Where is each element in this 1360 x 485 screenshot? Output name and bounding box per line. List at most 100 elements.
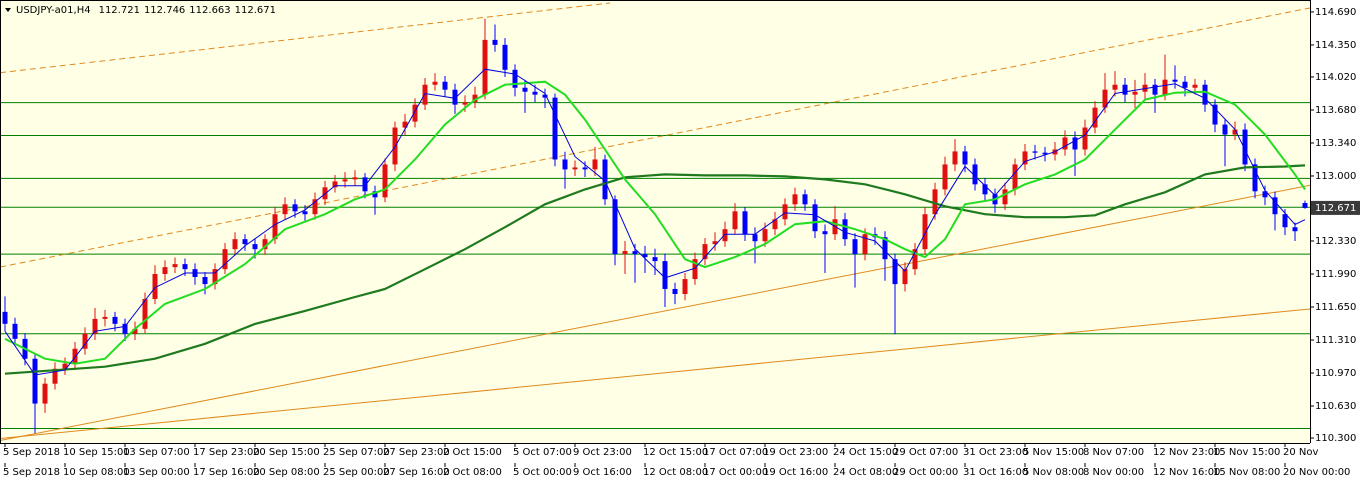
x-tick-label: 17 Oct 00:00 [703, 467, 768, 478]
y-tick-label: 111.310 [1315, 335, 1356, 346]
y-tick-label: 110.970 [1315, 368, 1356, 379]
trendline [0, 2, 611, 74]
x-tick-label: 31 Oct 23:00 [963, 447, 1028, 458]
candle-body [72, 348, 78, 364]
candle-body [772, 219, 778, 230]
candle-body [272, 214, 278, 240]
y-tick-label: 114.690 [1315, 7, 1356, 18]
candle-body [882, 237, 888, 260]
candle-body [592, 159, 598, 170]
x-tick-label: 10 Sep 08:00 [63, 467, 130, 478]
candle-body [112, 316, 118, 324]
candle-body [622, 251, 628, 255]
x-tick-label: 9 Oct 23:00 [573, 447, 632, 458]
ohlc-open: 112.721 [99, 5, 140, 16]
x-tick-label: 9 Oct 16:00 [573, 467, 632, 478]
candle-body [252, 244, 258, 250]
candle-body [52, 368, 58, 384]
candle-body [962, 151, 968, 165]
candle-body [842, 219, 848, 240]
candle-body [1212, 104, 1218, 125]
moving-average [4, 164, 1306, 375]
candle-body [532, 91, 538, 95]
x-tick-label: 10 Sep 15:00 [63, 447, 130, 458]
candle-body [802, 194, 808, 205]
moving-average [4, 80, 1306, 365]
candle-body [712, 241, 718, 245]
y-tick-label: 110.300 [1315, 433, 1356, 444]
candle-body [982, 184, 988, 195]
candle-body [1232, 129, 1238, 135]
candle-body [462, 102, 468, 105]
candle-body [1242, 129, 1248, 165]
candle-body [142, 298, 148, 329]
candle-body [1082, 127, 1088, 150]
candle-body [652, 257, 658, 262]
candle-body [892, 259, 898, 285]
candle-body [1132, 91, 1138, 95]
candle-body [522, 87, 528, 92]
candle-body [632, 251, 638, 255]
x-tick-label: 20 Sep 08:00 [253, 467, 320, 478]
candle-body [342, 179, 348, 182]
candle-body [792, 194, 798, 205]
candle-body [692, 259, 698, 280]
candle-body [1192, 84, 1198, 88]
x-tick-label: 15 Nov 15:00 [1213, 447, 1280, 458]
symbol-title: USDJPY-a01,H4 [16, 5, 91, 16]
plot-background [0, 0, 1310, 443]
candle-body [182, 264, 188, 270]
x-tick-label: 20 Sep 15:00 [253, 447, 320, 458]
candle-body [972, 164, 978, 185]
ohlc-low: 112.663 [189, 5, 230, 16]
x-tick-label: 12 Nov 16:00 [1153, 467, 1220, 478]
x-tick-label: 15 Nov 08:00 [1213, 467, 1280, 478]
candle-body [442, 81, 448, 90]
candle-body [732, 211, 738, 230]
candle-body [1112, 84, 1118, 90]
ohlc-high: 112.746 [144, 5, 185, 16]
candle-body [1022, 151, 1028, 165]
x-tick-label: 17 Oct 07:00 [703, 447, 768, 458]
candle-body [282, 204, 288, 215]
x-tick-label: 5 Nov 15:00 [1023, 447, 1084, 458]
candle-body [122, 323, 128, 334]
x-tick-label: 25 Sep 00:00 [323, 467, 390, 478]
x-tick-label: 29 Oct 00:00 [893, 467, 958, 478]
x-tick-label: 12 Oct 15:00 [643, 447, 708, 458]
candle-body [482, 39, 488, 95]
candle-body [1302, 203, 1308, 208]
x-tick-label: 24 Oct 15:00 [833, 447, 898, 458]
candle-body [152, 274, 158, 299]
candle-body [1172, 79, 1178, 82]
candle-body [452, 89, 458, 105]
trendline [0, 308, 1311, 440]
candle-body [662, 261, 668, 289]
candle-body [702, 244, 708, 260]
price-axis-area [1310, 0, 1360, 485]
y-tick-label: 111.650 [1315, 302, 1356, 313]
candle-body [352, 177, 358, 180]
candle-body [642, 254, 648, 258]
candle-body [952, 151, 958, 165]
candle-body [862, 234, 868, 255]
candle-body [1032, 151, 1038, 153]
candle-body [942, 164, 948, 190]
x-tick-label: 12 Oct 08:00 [643, 467, 708, 478]
menu-arrow[interactable] [5, 8, 11, 12]
candle-body [492, 39, 498, 45]
x-tick-label: 2 Oct 08:00 [443, 467, 502, 478]
x-tick-label: 13 Sep 07:00 [123, 447, 190, 458]
candle-body [332, 181, 338, 188]
candle-body [222, 249, 228, 270]
candle-body [242, 239, 248, 245]
y-tick-label: 114.020 [1315, 72, 1356, 83]
time-axis-area [0, 443, 1310, 485]
candle-body [1092, 107, 1098, 128]
candle-body [1162, 79, 1168, 95]
candle-body [262, 239, 268, 250]
y-tick-label: 111.990 [1315, 269, 1356, 280]
x-tick-label: 19 Oct 16:00 [763, 467, 828, 478]
candle-body [512, 69, 518, 88]
candle-body [1152, 84, 1158, 95]
